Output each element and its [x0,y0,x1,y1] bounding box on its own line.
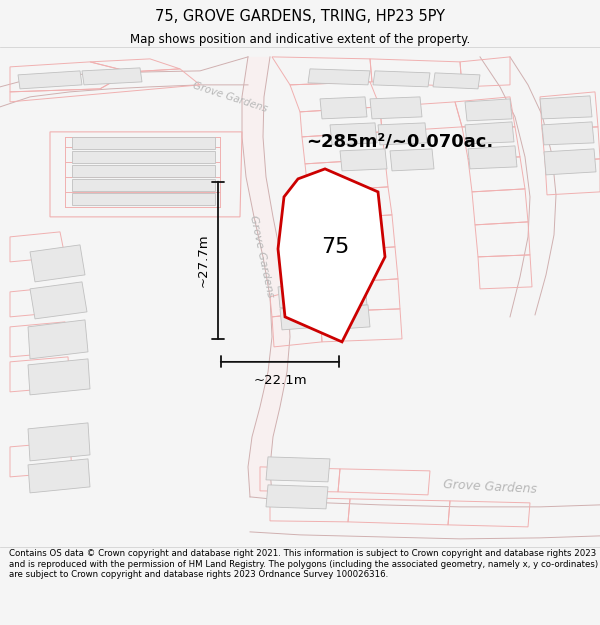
Polygon shape [340,149,387,171]
Polygon shape [540,96,592,119]
Polygon shape [433,73,480,89]
Text: Grove Gardens: Grove Gardens [443,478,537,496]
Polygon shape [465,99,512,121]
Polygon shape [242,57,290,497]
Polygon shape [82,68,142,85]
Polygon shape [320,97,367,119]
Text: ~27.7m: ~27.7m [197,234,210,288]
Polygon shape [468,146,517,169]
Polygon shape [266,457,330,482]
Text: Grove Gardens: Grove Gardens [191,80,269,114]
Polygon shape [72,193,215,205]
Polygon shape [72,179,215,191]
Polygon shape [28,320,88,359]
Polygon shape [308,69,370,85]
Text: ~285m²/~0.070ac.: ~285m²/~0.070ac. [307,133,494,151]
Text: Grove Gardens: Grove Gardens [248,215,275,299]
Polygon shape [378,123,427,145]
Polygon shape [278,169,385,342]
Polygon shape [280,305,322,330]
Text: Contains OS data © Crown copyright and database right 2021. This information is : Contains OS data © Crown copyright and d… [9,549,598,579]
Polygon shape [30,282,87,319]
Polygon shape [266,485,328,509]
Polygon shape [370,97,422,119]
Text: 75: 75 [321,237,349,257]
Polygon shape [278,284,320,308]
Polygon shape [325,305,370,330]
Polygon shape [30,245,85,282]
Polygon shape [28,459,90,493]
Text: ~22.1m: ~22.1m [253,374,307,387]
Polygon shape [72,165,215,177]
Text: 75, GROVE GARDENS, TRING, HP23 5PY: 75, GROVE GARDENS, TRING, HP23 5PY [155,9,445,24]
Polygon shape [18,71,82,89]
Polygon shape [72,137,215,149]
Polygon shape [28,423,90,461]
Text: Map shows position and indicative extent of the property.: Map shows position and indicative extent… [130,32,470,46]
Polygon shape [373,71,430,87]
Polygon shape [465,122,514,144]
Polygon shape [322,284,367,308]
Polygon shape [544,149,596,175]
Polygon shape [542,122,594,145]
Polygon shape [72,151,215,163]
Polygon shape [390,149,434,171]
Polygon shape [330,123,377,145]
Polygon shape [28,359,90,395]
